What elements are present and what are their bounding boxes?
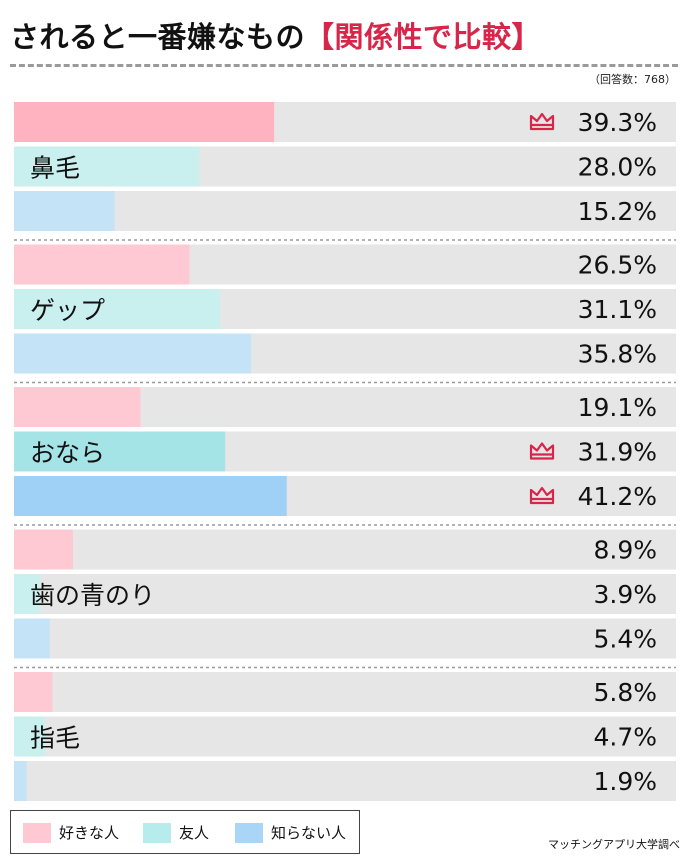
- category-label: 歯の青のり: [30, 581, 155, 610]
- bar-friend: [14, 716, 46, 757]
- value-label: 5.4%: [593, 625, 657, 654]
- title-divider: [10, 64, 678, 67]
- value-label: 35.8%: [578, 340, 657, 369]
- value-label: 28.0%: [578, 153, 657, 182]
- source-note: マッチングアプリ大学調べ: [548, 838, 680, 851]
- bar-track: [14, 672, 676, 712]
- value-label: 1.9%: [593, 767, 657, 796]
- bar-lover: [14, 244, 190, 285]
- bar-friend: [14, 574, 40, 614]
- category-label: 鼻毛: [30, 154, 80, 183]
- value-label: 31.1%: [578, 295, 657, 324]
- legend: 好きな人 友人 知らない人: [10, 810, 360, 854]
- legend-swatch-lover: [23, 823, 51, 843]
- title-accent: 【関係性で比較】: [305, 20, 542, 54]
- bar-track: [14, 618, 676, 659]
- bar-track: [14, 761, 676, 801]
- category-label: 指毛: [30, 724, 80, 753]
- legend-swatch-stranger: [235, 823, 263, 843]
- value-label: 3.9%: [593, 580, 657, 609]
- bar-lover: [14, 102, 275, 142]
- legend-swatch-friend: [143, 823, 171, 843]
- value-label: 31.9%: [578, 438, 657, 467]
- bar-track: [14, 574, 676, 614]
- value-label: 8.9%: [593, 536, 657, 565]
- crown-icon: [529, 486, 555, 505]
- category-label: ゲップ: [30, 296, 105, 325]
- sample-size: （回答数：768）: [589, 73, 676, 86]
- title-main: されると一番嫌なもの: [10, 20, 306, 54]
- value-label: 41.2%: [578, 482, 657, 511]
- category-label: おなら: [30, 439, 105, 468]
- bar-lover: [14, 387, 141, 427]
- bar-friend: [14, 289, 220, 329]
- bar-track: [14, 191, 676, 231]
- value-label: 39.3%: [578, 108, 657, 137]
- value-label: 4.7%: [593, 723, 657, 752]
- bar-stranger: [14, 333, 251, 374]
- bar-track: [14, 716, 676, 757]
- legend-label-stranger: 知らない人: [271, 824, 347, 842]
- bar-lover: [14, 529, 73, 570]
- bar-stranger: [14, 191, 115, 231]
- value-label: 26.5%: [578, 251, 657, 280]
- bar-friend: [14, 146, 200, 187]
- value-label: 19.1%: [578, 393, 657, 422]
- bar-stranger: [14, 761, 27, 801]
- bar-stranger: [14, 618, 50, 659]
- chart-title: されると一番嫌なもの【関係性で比較】: [10, 14, 541, 56]
- bar-lover: [14, 672, 53, 712]
- crown-icon: [529, 442, 555, 460]
- bar-track: [14, 529, 676, 570]
- crown-icon: [529, 112, 555, 131]
- bar-stranger: [14, 476, 287, 516]
- legend-label-lover: 好きな人: [59, 824, 120, 842]
- bar-chart: 39.3% 28.0% 15.2% 鼻毛 26.5% 31.1% 35.8% ゲップ 19.1%…: [14, 102, 676, 801]
- value-label: 15.2%: [578, 197, 657, 226]
- value-label: 5.8%: [593, 678, 657, 707]
- legend-label-friend: 友人: [179, 824, 210, 842]
- bar-friend: [14, 431, 226, 472]
